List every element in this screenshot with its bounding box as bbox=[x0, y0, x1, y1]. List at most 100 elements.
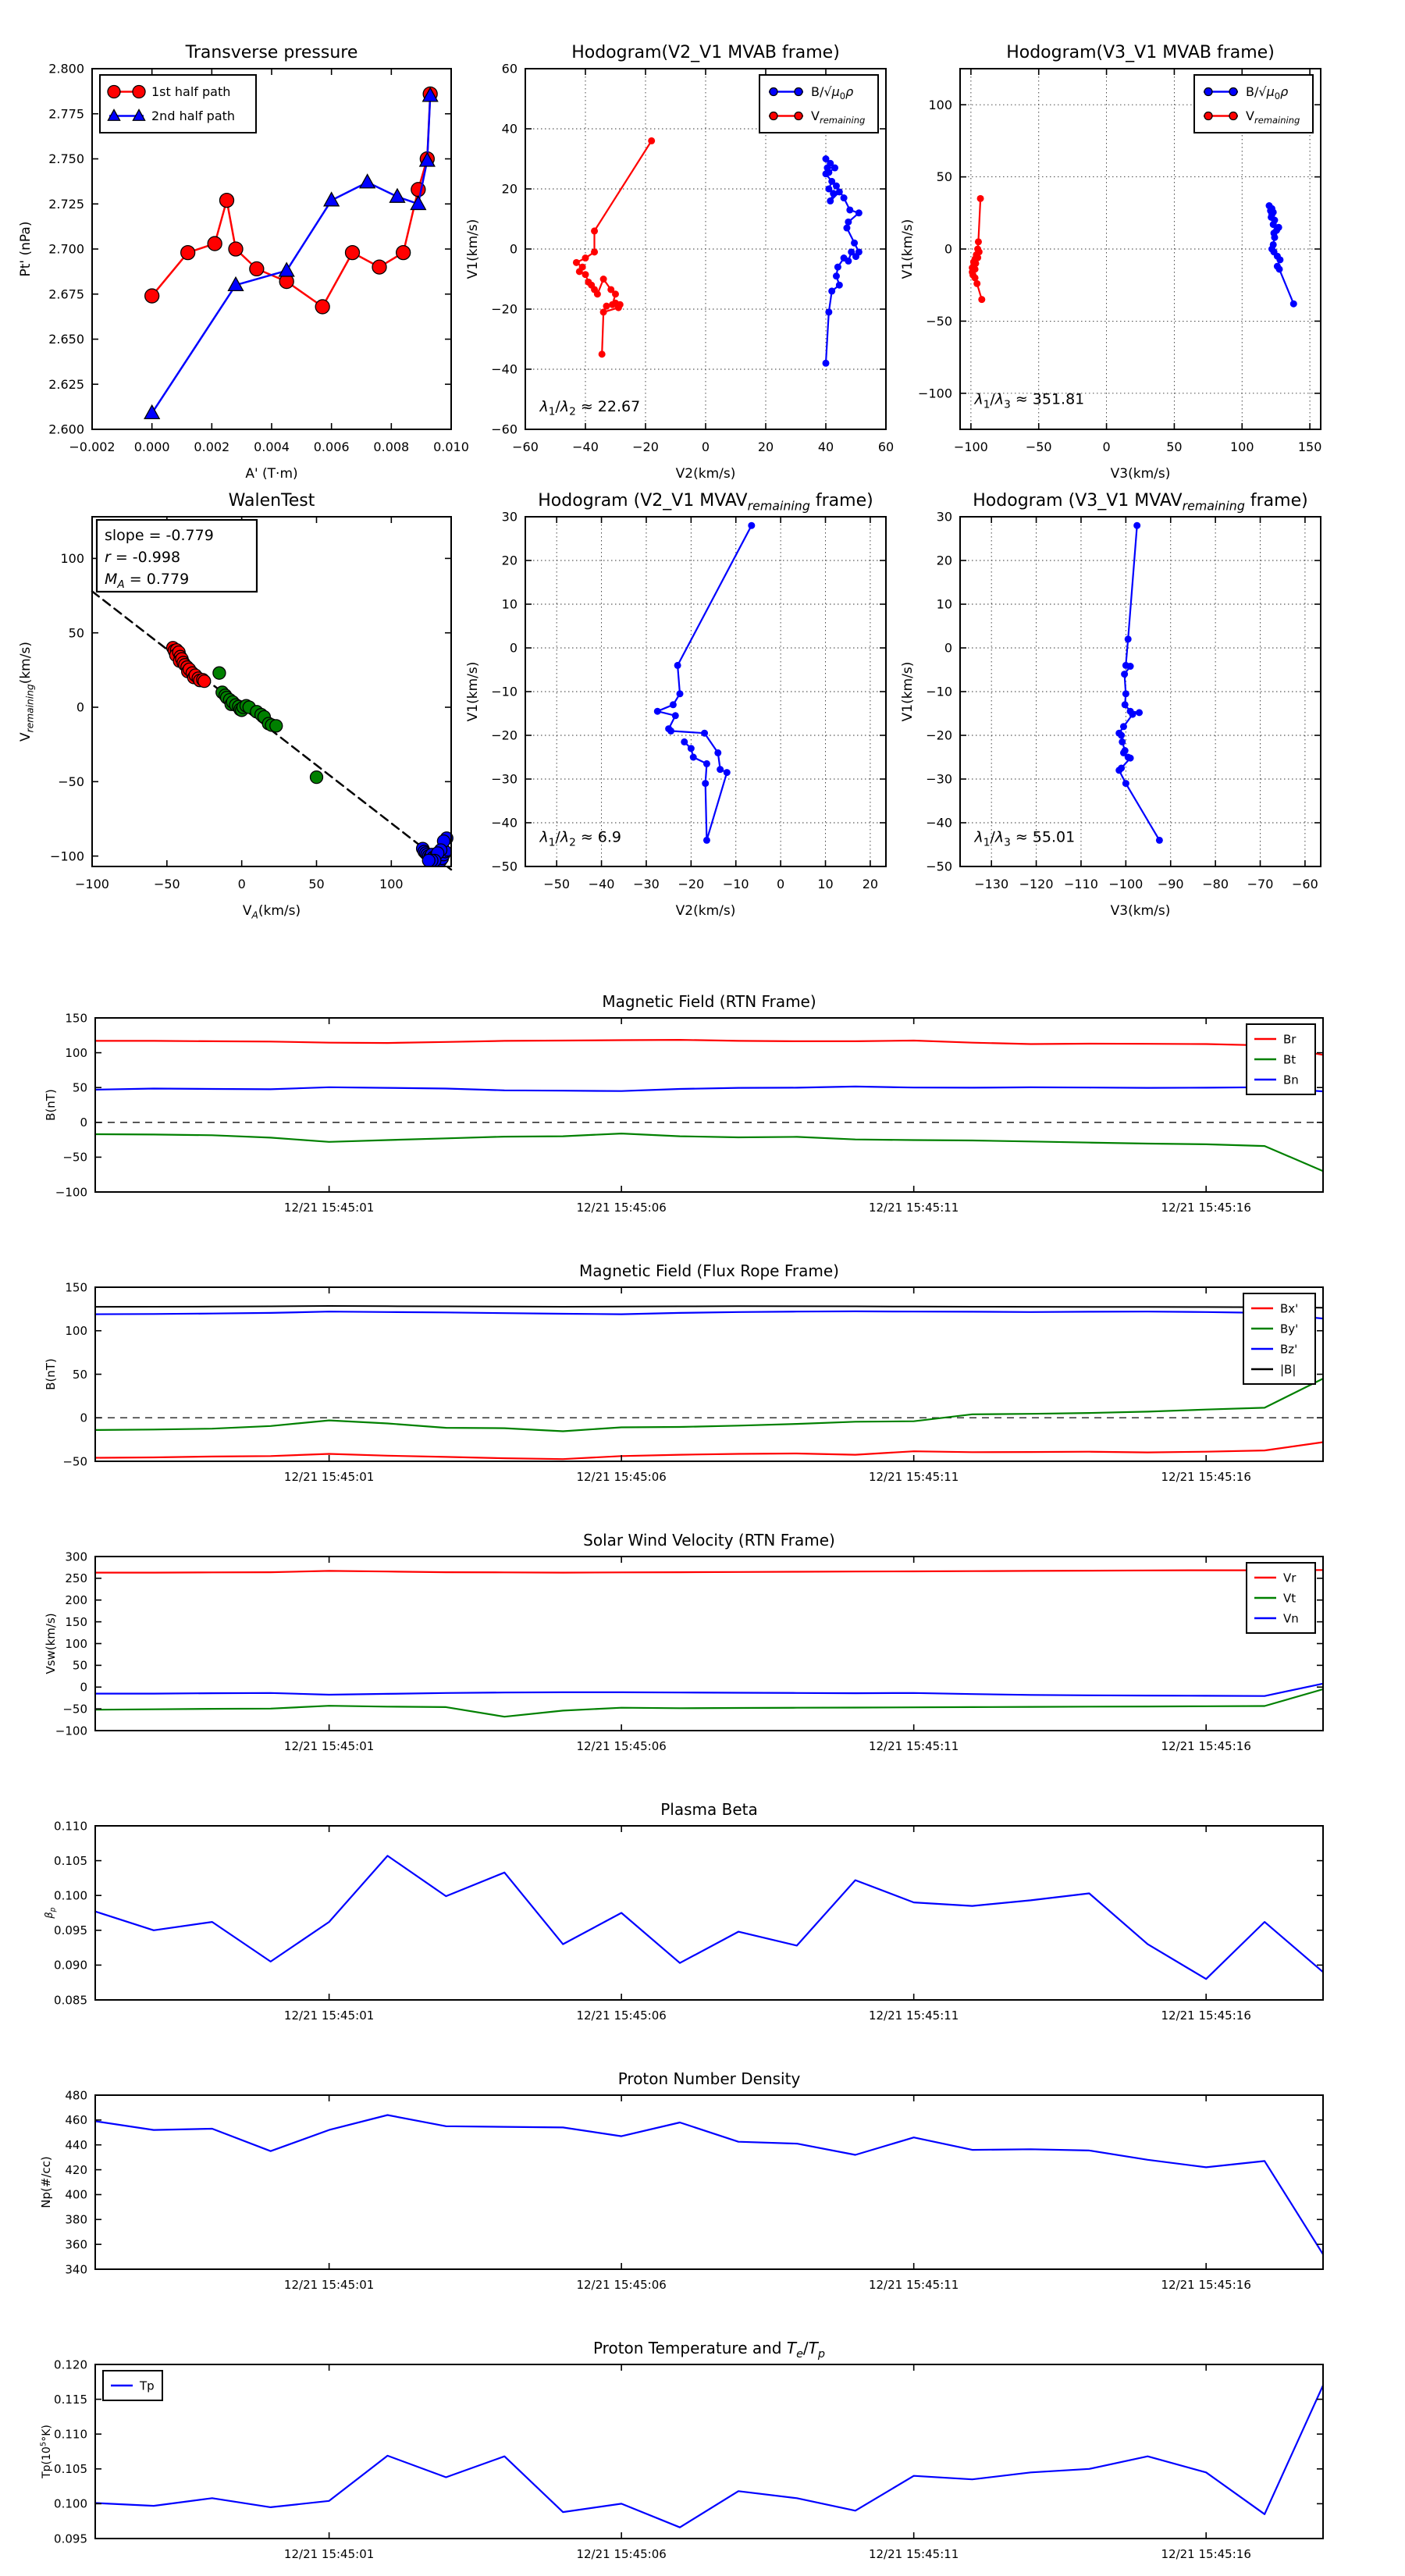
legend-label: 2nd half path bbox=[151, 109, 235, 123]
x-tick-label: 0.002 bbox=[194, 439, 229, 454]
circle-marker bbox=[1119, 738, 1126, 745]
circle-marker bbox=[1118, 731, 1126, 739]
circle-marker bbox=[607, 286, 615, 294]
circle-marker bbox=[219, 192, 235, 208]
circle-marker bbox=[825, 308, 833, 316]
y-tick-label: −10 bbox=[491, 685, 518, 699]
y-tick-label: 2.700 bbox=[48, 242, 84, 257]
chart-title: Hodogram (V3_V1 MVAVremaining frame) bbox=[973, 491, 1307, 514]
Np-line bbox=[94, 2114, 1325, 2255]
V-remaining-line bbox=[575, 140, 653, 355]
y-tick-label: 0 bbox=[510, 242, 518, 257]
x-axis-label: A' (T·m) bbox=[245, 466, 297, 482]
legend-label: By' bbox=[1280, 1322, 1298, 1336]
y-axis-label: V1(km/s) bbox=[900, 219, 916, 279]
y-tick-label: −50 bbox=[926, 859, 952, 874]
legend-label: Bn bbox=[1283, 1073, 1299, 1087]
y-tick-label: −50 bbox=[62, 1454, 87, 1468]
chart-title: Magnetic Field (RTN Frame) bbox=[602, 992, 816, 1011]
x-tick-label: −20 bbox=[632, 439, 659, 454]
circle-marker bbox=[249, 261, 265, 277]
y-axis-label: Pt' (nPa) bbox=[18, 222, 34, 277]
y-tick-label: 0.085 bbox=[54, 1993, 87, 2007]
legend-label: Vremaining bbox=[811, 109, 865, 126]
x-tick-label: −80 bbox=[1202, 877, 1229, 891]
x-tick-label: 12/21 15:45:01 bbox=[284, 2547, 374, 2561]
legend-box bbox=[99, 74, 257, 133]
circle-marker bbox=[689, 753, 697, 761]
x-tick-label: 12/21 15:45:06 bbox=[576, 2547, 666, 2561]
proton-temperature: 12/21 15:45:01 12/21 15:45:06 12/21 15:45:… bbox=[40, 2339, 1325, 2561]
circle-marker bbox=[582, 271, 589, 279]
circle-marker bbox=[1276, 256, 1284, 264]
x-tick-label: 0.006 bbox=[314, 439, 350, 454]
circle-marker bbox=[701, 729, 709, 737]
y-tick-label: −10 bbox=[926, 685, 952, 699]
lambda-ratio-annotation: λ1/λ2 ≈ 22.67 bbox=[539, 398, 640, 418]
circle-marker bbox=[822, 170, 830, 178]
Vn-line bbox=[94, 1682, 1325, 1697]
x-tick-label: 12/21 15:45:16 bbox=[1161, 2547, 1251, 2561]
circle-marker bbox=[599, 308, 607, 316]
y-tick-label: 440 bbox=[65, 2138, 87, 2152]
y-axis-label: Vremaining(km/s) bbox=[18, 642, 35, 742]
x-tick-label: 0.010 bbox=[433, 439, 469, 454]
y-tick-label: −100 bbox=[50, 849, 84, 863]
x-tick-label: −40 bbox=[572, 439, 599, 454]
x-tick-label: 0.008 bbox=[373, 439, 409, 454]
circle-marker bbox=[794, 111, 803, 121]
B-magnitude-line bbox=[94, 1305, 1324, 1309]
x-tick-label: 12/21 15:45:01 bbox=[284, 1470, 374, 1484]
y-tick-label: 100 bbox=[65, 1046, 87, 1060]
chart-title: Transverse pressure bbox=[185, 43, 358, 62]
x-axis-label: V2(km/s) bbox=[676, 466, 736, 482]
circle-marker bbox=[582, 254, 589, 262]
x-tick-label: 12/21 15:45:11 bbox=[869, 1201, 959, 1215]
y-tick-label: 150 bbox=[65, 1011, 87, 1025]
circle-marker bbox=[855, 209, 863, 217]
x-tick-label: −50 bbox=[1026, 439, 1052, 454]
y-tick-label: 20 bbox=[937, 553, 952, 568]
stats-line: slope = -0.779 bbox=[105, 527, 214, 544]
y-tick-label: 0.120 bbox=[54, 2357, 87, 2371]
legend-label: Tp bbox=[139, 2379, 155, 2393]
circle-marker bbox=[825, 185, 833, 193]
y-axis-label: V1(km/s) bbox=[900, 662, 916, 722]
x-tick-label: 20 bbox=[863, 877, 878, 891]
x-tick-label: 12/21 15:45:11 bbox=[869, 2008, 959, 2023]
y-tick-label: −50 bbox=[926, 314, 952, 329]
hodogram-v2v1-mvav: −50 −40 −30 −20 −10 0 10 20 −50 −40 −30 −20 −10 0 10 20… bbox=[465, 491, 887, 919]
Bt-line bbox=[94, 1133, 1325, 1172]
x-tick-label: 12/21 15:45:06 bbox=[576, 1470, 666, 1484]
Vt-line bbox=[94, 1688, 1325, 1718]
triangle-marker bbox=[132, 109, 146, 121]
y-tick-label: 40 bbox=[502, 122, 518, 137]
y-tick-label: 50 bbox=[73, 1080, 87, 1094]
circle-marker bbox=[702, 780, 710, 788]
y-tick-label: 0 bbox=[80, 1115, 87, 1130]
circle-marker bbox=[1229, 87, 1238, 97]
circle-marker bbox=[674, 661, 681, 669]
circle-marker bbox=[748, 521, 756, 529]
y-tick-label: −50 bbox=[62, 1702, 87, 1716]
y-tick-label: 10 bbox=[937, 597, 952, 612]
axes-frame bbox=[91, 516, 452, 867]
circle-marker bbox=[846, 206, 854, 214]
legend-box bbox=[759, 74, 879, 133]
y-tick-label: 0 bbox=[80, 1411, 87, 1425]
x-tick-label: 0 bbox=[702, 439, 710, 454]
y-tick-label: 100 bbox=[60, 551, 84, 566]
circle-marker bbox=[132, 84, 146, 99]
circle-marker bbox=[845, 218, 852, 226]
circle-marker bbox=[676, 690, 684, 698]
Bx-prime-line bbox=[94, 1441, 1325, 1461]
x-axis-label: V2(km/s) bbox=[676, 903, 736, 919]
chart-title: Magnetic Field (Flux Rope Frame) bbox=[579, 1261, 839, 1280]
circle-marker bbox=[653, 707, 661, 715]
y-tick-label: −50 bbox=[62, 1151, 87, 1165]
Bn-line bbox=[94, 1085, 1325, 1093]
chart-title: Proton Temperature and Te/Tp bbox=[593, 2339, 825, 2361]
y-tick-label: 250 bbox=[65, 1571, 87, 1585]
circle-marker bbox=[422, 853, 436, 868]
